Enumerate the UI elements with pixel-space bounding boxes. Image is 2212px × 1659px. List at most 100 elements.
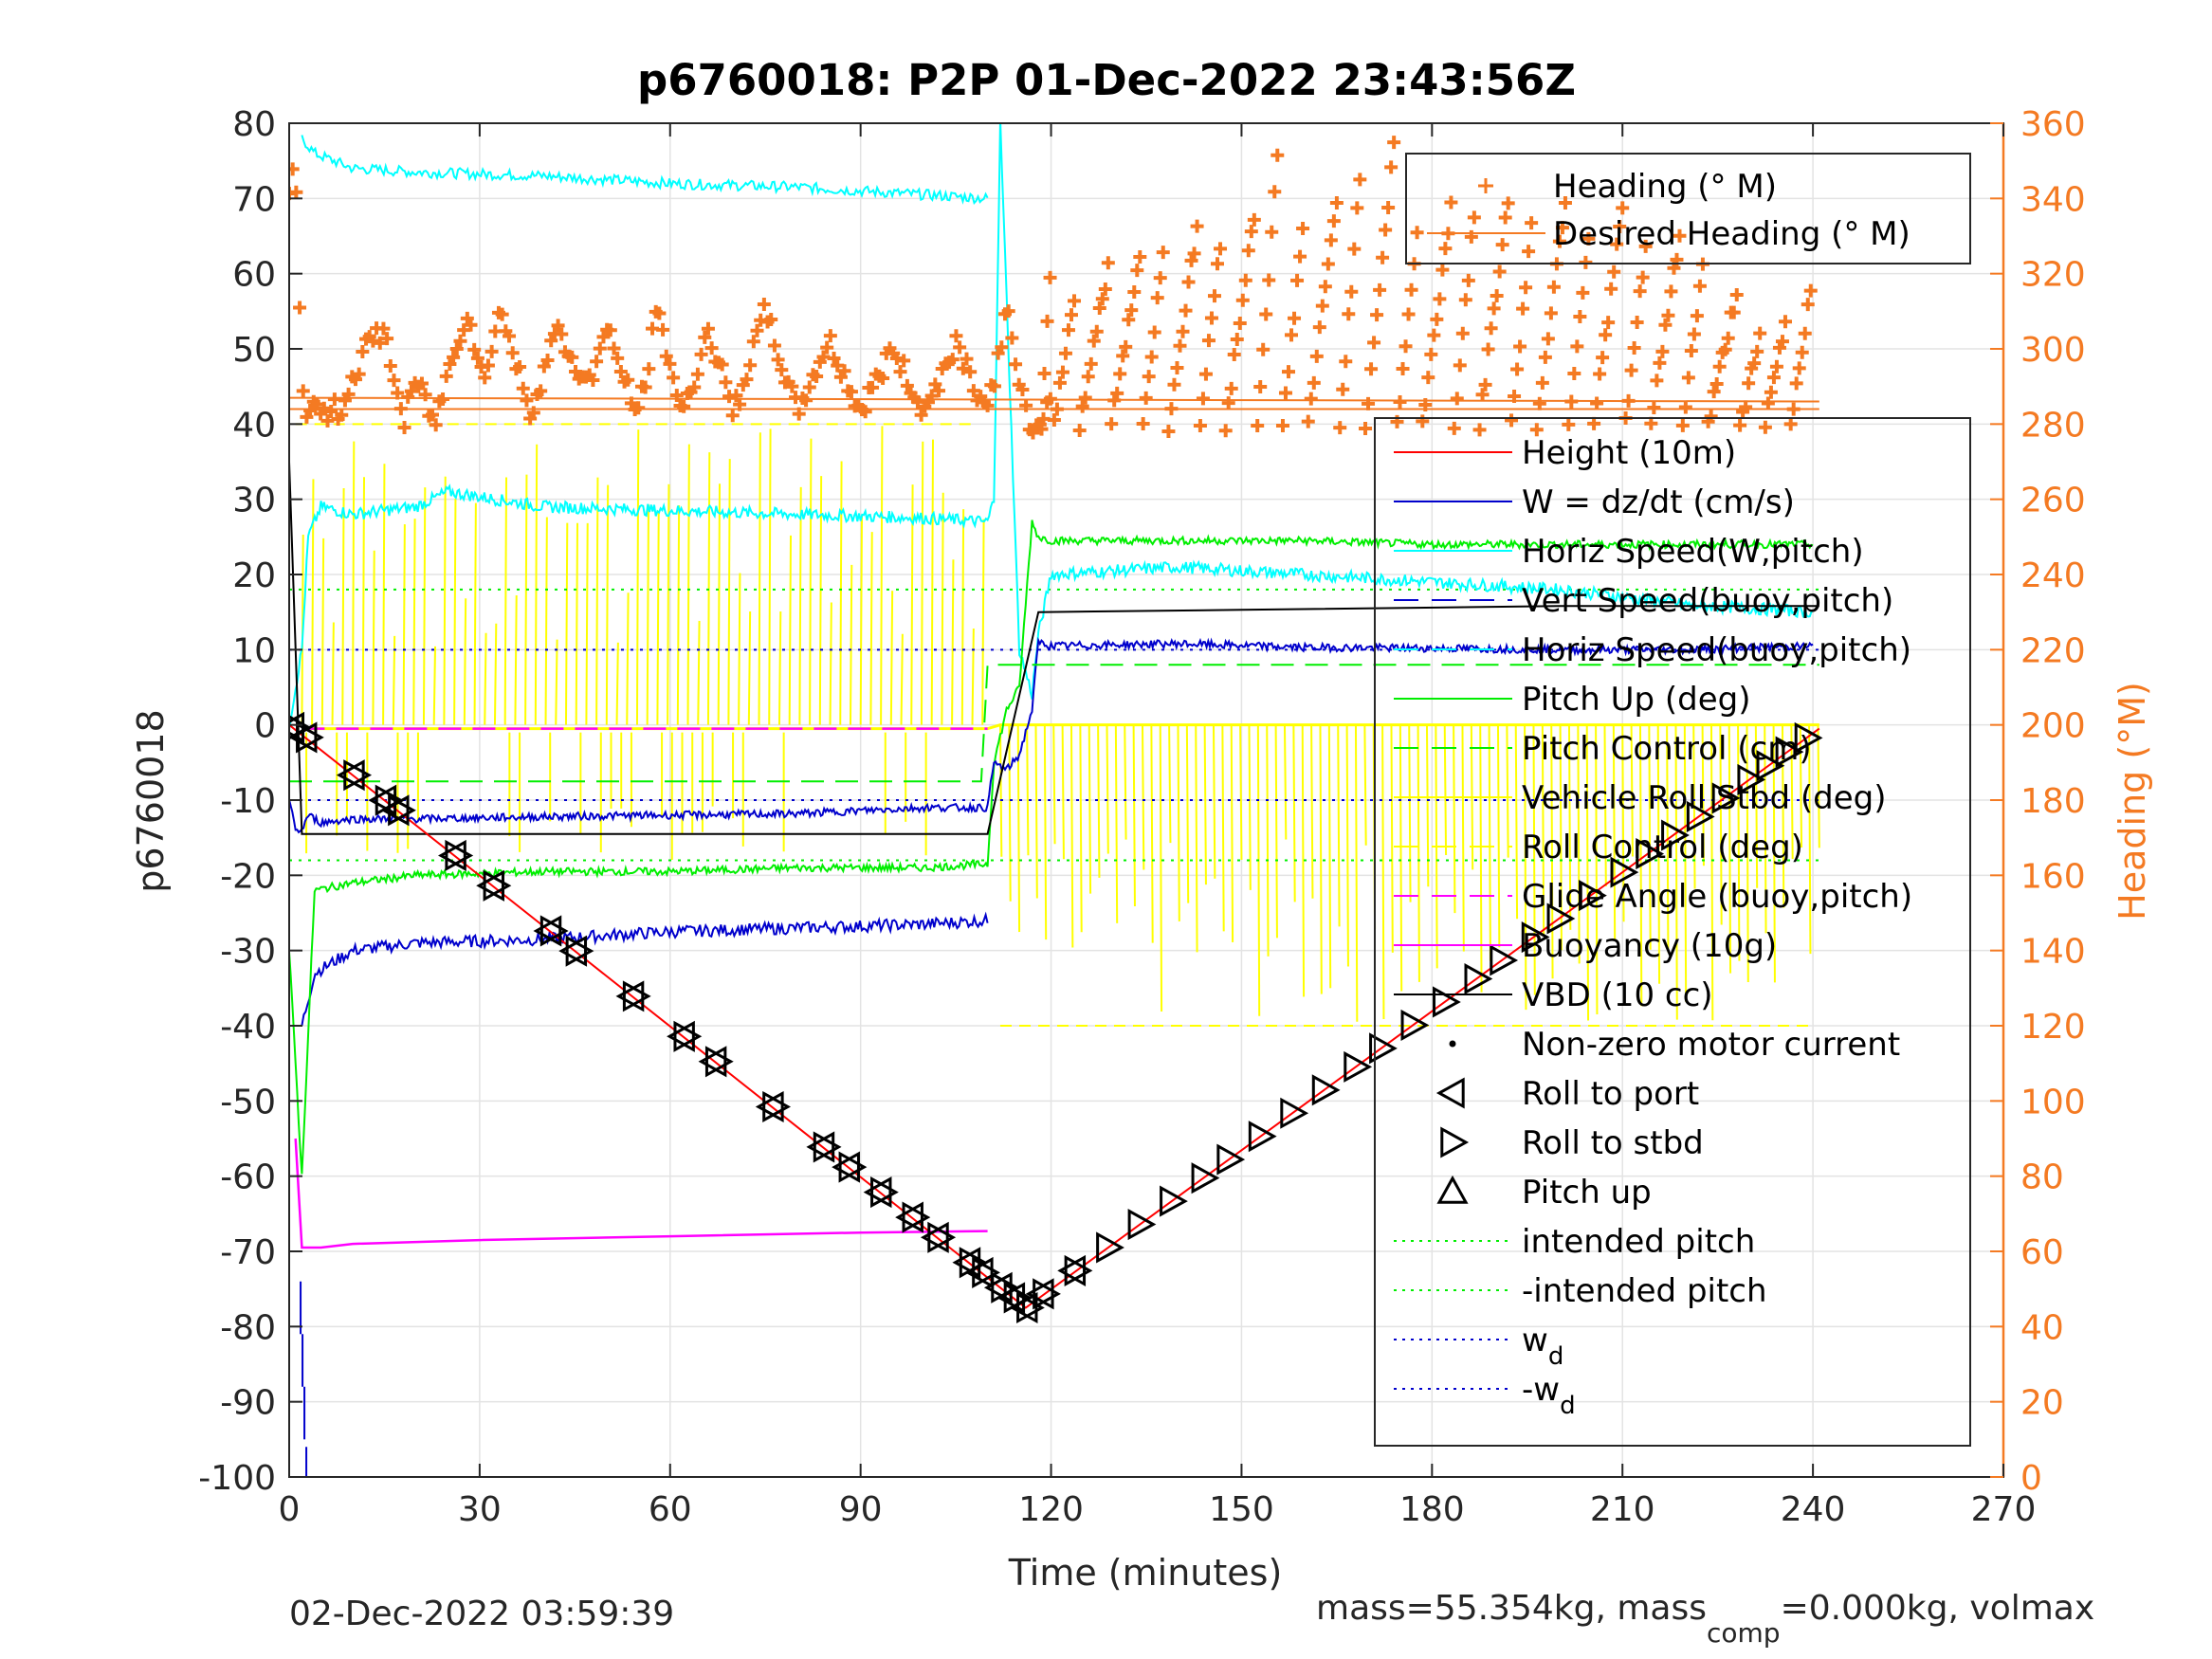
roll-spike <box>738 573 741 725</box>
axes: 0 30 60 90 120 150 180 210 240 270-100-90-80-70-6… <box>198 105 2085 1529</box>
roll-spike <box>1008 724 1012 902</box>
roll-spike <box>1630 724 1634 857</box>
roll-spike <box>503 477 508 725</box>
heading-point <box>866 380 880 394</box>
heading-point <box>1398 339 1413 354</box>
roll-spike <box>788 535 793 725</box>
roll-spike <box>1390 724 1394 953</box>
roll-marker <box>1064 1254 1093 1286</box>
heading-point <box>1684 344 1698 358</box>
heading-point <box>1541 332 1555 346</box>
roll-spike <box>514 594 518 725</box>
roll-marker <box>832 1151 860 1183</box>
roll-spike <box>534 444 539 725</box>
heading-point <box>1133 249 1147 264</box>
heading-point <box>1621 393 1636 408</box>
heading-point <box>391 386 405 400</box>
y-tick-label-right: 300 <box>2020 331 2086 370</box>
heading-point <box>663 356 677 371</box>
heading-point <box>1072 424 1087 438</box>
heading-point <box>1467 210 1481 225</box>
heading-point <box>289 162 300 176</box>
roll-spike <box>626 592 630 725</box>
heading-point <box>1282 365 1295 379</box>
y-axis-label-right: Heading (°M) <box>2111 682 2153 921</box>
main-legend-label-sub: d <box>1560 1392 1576 1420</box>
heading-point <box>1624 363 1638 377</box>
heading-point <box>704 341 719 356</box>
heading-point <box>1707 385 1721 399</box>
roll-spike <box>311 479 315 725</box>
heading-point <box>296 384 310 398</box>
roll-marker <box>920 1221 949 1253</box>
heading-point <box>544 334 558 348</box>
roll-spike <box>981 519 985 725</box>
roll-marker <box>806 1131 835 1163</box>
heading-point <box>1107 393 1122 408</box>
heading-point <box>831 358 845 373</box>
roll-spike <box>1443 724 1448 855</box>
heading-point <box>1198 367 1213 381</box>
y-tick-label: 20 <box>232 556 276 595</box>
heading-point <box>1224 381 1238 395</box>
roll-marker <box>380 794 410 827</box>
heading-point <box>690 367 704 381</box>
heading-point <box>995 340 1009 355</box>
footer-timestamp: 02-Dec-2022 03:59:39 <box>289 1595 674 1633</box>
roll-spike <box>869 532 873 725</box>
heading-point <box>1170 360 1184 374</box>
heading-point <box>1450 392 1464 406</box>
heading-point <box>1207 289 1221 303</box>
heading-point <box>1604 282 1618 296</box>
roll-marker <box>388 794 416 827</box>
heading-point <box>1161 424 1176 438</box>
y-tick-label-right: 60 <box>2020 1233 2064 1272</box>
heading-point <box>698 330 712 344</box>
y-tick-label-right: 140 <box>2020 933 2086 972</box>
roll-spike <box>635 429 640 725</box>
heading-point <box>1601 316 1616 330</box>
y-tick-label: -100 <box>198 1459 276 1498</box>
heading-point <box>1055 365 1069 379</box>
heading-point <box>1233 316 1247 330</box>
roll-spike <box>1301 724 1306 997</box>
roll-marker <box>673 1020 703 1052</box>
heading-point <box>1253 380 1268 394</box>
heading-point <box>1438 242 1453 256</box>
roll-spike <box>1274 724 1278 939</box>
heading-point <box>1342 307 1356 321</box>
heading-point <box>1064 308 1078 322</box>
heading-point <box>1256 342 1271 356</box>
heading-point <box>1610 237 1624 251</box>
main-legend: Height (10m) W = dz/dt (cm/s) Horiz Speed(… <box>1374 417 1971 1447</box>
heading-point <box>534 384 548 398</box>
heading-point <box>1271 148 1285 162</box>
heading-point <box>621 373 635 387</box>
y-tick-label: 0 <box>254 707 276 746</box>
heading-point <box>1130 264 1144 278</box>
roll-marker <box>438 839 466 872</box>
y-tick-label: 50 <box>232 331 276 370</box>
heading-point <box>1510 362 1525 376</box>
heading-point <box>1136 417 1150 431</box>
heading-point <box>356 344 370 358</box>
heading-point <box>837 364 851 378</box>
heading-point <box>1644 416 1658 430</box>
roll-spike <box>900 633 904 725</box>
heading-point <box>1167 377 1181 392</box>
y-tick-label-right: 100 <box>2020 1083 2086 1121</box>
roll-spike <box>1567 724 1572 930</box>
roll-spike <box>1185 724 1190 903</box>
roll-spike <box>1256 724 1261 1016</box>
heading-point <box>1490 288 1504 302</box>
roll-spike <box>1034 724 1038 899</box>
roll-spike <box>676 504 681 725</box>
x-tick-label: 120 <box>1018 1490 1084 1529</box>
roll-spike <box>1417 724 1420 982</box>
roll-marker <box>1025 1278 1054 1310</box>
roll-spike <box>768 428 772 725</box>
heading-point <box>799 393 814 408</box>
heading-point <box>373 336 387 350</box>
heading-point <box>1798 326 1812 340</box>
roll-spike <box>1292 724 1296 902</box>
